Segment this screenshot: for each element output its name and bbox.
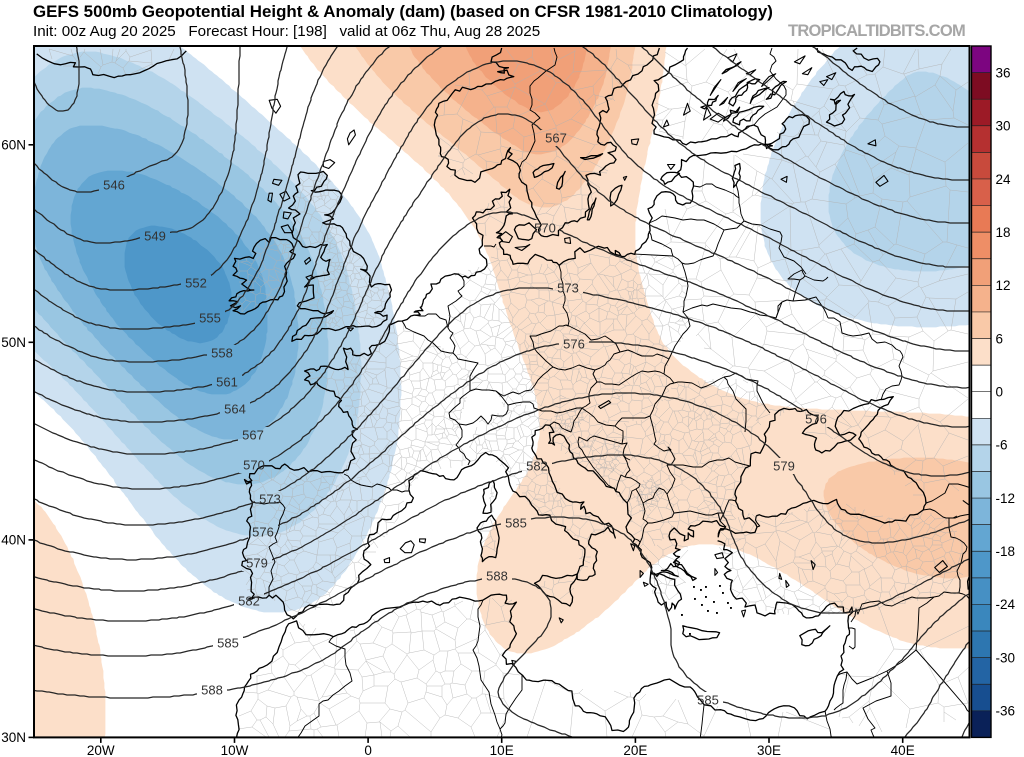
- svg-text:552: 552: [185, 276, 207, 291]
- svg-text:10W: 10W: [221, 743, 249, 757]
- svg-text:50N: 50N: [1, 335, 26, 350]
- svg-text:20W: 20W: [87, 743, 115, 757]
- svg-text:-12: -12: [996, 491, 1016, 506]
- svg-text:30N: 30N: [1, 730, 26, 745]
- svg-text:582: 582: [526, 459, 548, 474]
- svg-text:573: 573: [557, 281, 579, 296]
- svg-text:582: 582: [238, 594, 260, 609]
- svg-text:30: 30: [996, 119, 1011, 134]
- svg-text:570: 570: [534, 221, 556, 236]
- svg-text:36: 36: [996, 65, 1011, 80]
- svg-text:573: 573: [259, 492, 281, 507]
- svg-text:576: 576: [252, 525, 274, 540]
- svg-text:567: 567: [545, 131, 567, 146]
- svg-text:20E: 20E: [623, 743, 647, 757]
- svg-text:30E: 30E: [757, 743, 781, 757]
- svg-text:24: 24: [996, 172, 1012, 187]
- svg-text:588: 588: [486, 569, 508, 584]
- svg-text:-30: -30: [996, 650, 1016, 665]
- svg-text:561: 561: [216, 375, 238, 390]
- svg-text:585: 585: [697, 693, 719, 708]
- svg-text:40N: 40N: [1, 533, 26, 548]
- svg-text:-18: -18: [996, 544, 1016, 559]
- svg-text:549: 549: [144, 229, 166, 244]
- svg-text:567: 567: [242, 428, 264, 443]
- svg-text:60N: 60N: [1, 138, 26, 153]
- svg-text:555: 555: [199, 311, 221, 326]
- svg-text:585: 585: [505, 516, 527, 531]
- svg-text:558: 558: [211, 346, 233, 361]
- svg-text:579: 579: [773, 459, 795, 474]
- svg-text:576: 576: [805, 412, 827, 427]
- svg-text:-6: -6: [996, 438, 1008, 453]
- svg-text:10E: 10E: [490, 743, 514, 757]
- svg-text:-24: -24: [996, 597, 1016, 612]
- svg-text:0: 0: [364, 743, 372, 757]
- svg-text:579: 579: [246, 556, 268, 571]
- svg-text:570: 570: [243, 458, 265, 473]
- svg-text:12: 12: [996, 278, 1011, 293]
- svg-text:40E: 40E: [891, 743, 915, 757]
- svg-text:546: 546: [103, 178, 125, 193]
- svg-text:576: 576: [563, 337, 585, 352]
- svg-text:-36: -36: [996, 704, 1016, 719]
- svg-text:588: 588: [201, 683, 223, 698]
- svg-text:0: 0: [996, 385, 1004, 400]
- svg-text:6: 6: [996, 331, 1004, 346]
- svg-text:18: 18: [996, 225, 1011, 240]
- svg-text:585: 585: [217, 636, 239, 651]
- svg-text:564: 564: [224, 402, 246, 417]
